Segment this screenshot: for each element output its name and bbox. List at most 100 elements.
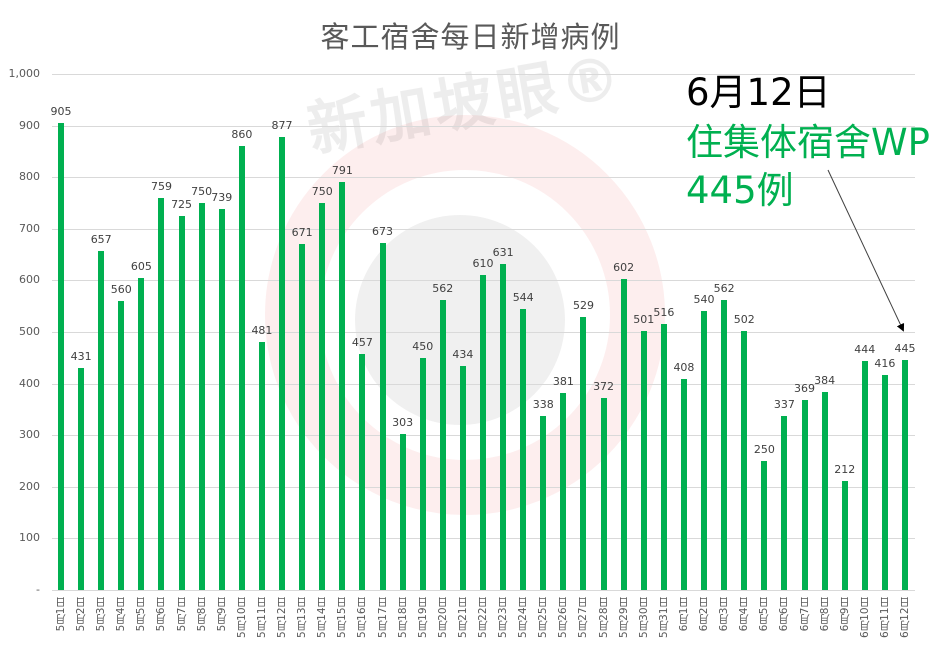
data-label: 408 — [673, 361, 695, 375]
data-label: 444 — [854, 342, 876, 356]
data-label: 445 — [894, 342, 916, 356]
data-label: 877 — [271, 119, 293, 133]
bar — [419, 357, 426, 590]
data-label: 529 — [572, 299, 594, 313]
bar — [721, 300, 728, 590]
data-label: 631 — [492, 246, 514, 260]
y-tick-label: 500 — [19, 325, 40, 338]
data-label: 725 — [171, 197, 193, 211]
annotation-date: 6月12日 — [686, 71, 831, 114]
data-label: 372 — [593, 380, 615, 394]
data-label: 434 — [452, 348, 474, 362]
data-label: 381 — [552, 375, 574, 389]
data-label: 791 — [331, 163, 353, 177]
bar — [279, 137, 286, 590]
chart-title: 客工宿舍每日新增病例 — [320, 20, 621, 54]
bar — [359, 354, 366, 590]
bar — [701, 311, 708, 590]
data-label: 605 — [130, 259, 152, 273]
data-label: 540 — [693, 293, 715, 307]
bar — [500, 264, 507, 590]
bar — [399, 433, 406, 590]
bar — [881, 375, 888, 590]
bar — [98, 250, 105, 590]
data-label: 671 — [291, 225, 313, 239]
gridline — [52, 74, 915, 75]
data-label: 457 — [351, 336, 373, 350]
y-tick-label: 700 — [19, 221, 40, 235]
bar — [821, 391, 828, 590]
data-label: 673 — [372, 224, 394, 238]
data-label: 250 — [753, 443, 775, 456]
bar — [660, 323, 667, 590]
bar — [459, 366, 466, 590]
bar — [299, 243, 306, 590]
data-label: 562 — [713, 282, 735, 295]
bar — [218, 208, 225, 590]
bar — [600, 398, 607, 590]
bar — [78, 367, 85, 590]
data-label: 860 — [231, 128, 253, 142]
bar — [841, 480, 848, 590]
data-label: 739 — [211, 190, 233, 204]
gridline — [52, 228, 915, 230]
bar — [158, 198, 165, 590]
y-tick-label: 300 — [19, 428, 40, 442]
data-label: 502 — [733, 312, 755, 326]
bar — [138, 277, 145, 590]
data-label: 544 — [512, 291, 534, 305]
bar — [540, 415, 547, 590]
gridline — [52, 177, 915, 179]
bar — [560, 393, 567, 590]
bar — [580, 317, 587, 590]
bar — [781, 416, 788, 590]
bar — [520, 309, 527, 590]
data-label: 431 — [70, 349, 92, 363]
data-label: 303 — [392, 415, 414, 429]
bar — [58, 123, 64, 590]
y-tick-label: 900 — [19, 118, 40, 132]
data-label: 212 — [834, 462, 856, 476]
data-label: 416 — [874, 357, 896, 371]
data-label: 384 — [814, 373, 836, 387]
annotation-label: 住集体宿舍WP — [686, 121, 930, 164]
y-tick-label: 800 — [19, 170, 40, 184]
data-label: 450 — [412, 339, 434, 353]
y-tick-label: - — [36, 583, 40, 596]
data-label: 750 — [191, 185, 213, 198]
bar — [439, 300, 446, 590]
bar — [118, 301, 125, 590]
data-label: 759 — [150, 180, 172, 194]
bar — [640, 331, 647, 590]
bar — [620, 279, 627, 590]
data-label: 369 — [794, 381, 816, 395]
data-label: 481 — [251, 323, 273, 337]
y-tick-label: 100 — [19, 531, 40, 545]
y-tick-label: 400 — [19, 376, 40, 390]
bar — [258, 341, 265, 590]
bar — [761, 461, 768, 590]
data-label: 516 — [653, 305, 675, 319]
data-label: 905 — [50, 105, 72, 119]
data-label: 338 — [532, 397, 554, 411]
gridline — [52, 125, 915, 127]
bar — [861, 360, 868, 590]
bar — [178, 215, 185, 590]
bar — [198, 203, 205, 590]
data-label: 602 — [613, 261, 635, 275]
annotation-value: 445例 — [686, 169, 794, 212]
bar — [379, 242, 386, 590]
y-tick-label: 200 — [19, 479, 40, 493]
y-tick-label: 600 — [19, 273, 40, 287]
bar — [238, 146, 245, 590]
bar — [801, 399, 808, 590]
data-label: 562 — [432, 282, 454, 295]
bar — [902, 360, 908, 590]
bar — [741, 330, 748, 590]
bar — [339, 181, 346, 590]
data-label: 610 — [472, 257, 494, 271]
y-tick-label: 1,000 — [8, 67, 41, 80]
data-label: 560 — [110, 283, 132, 297]
